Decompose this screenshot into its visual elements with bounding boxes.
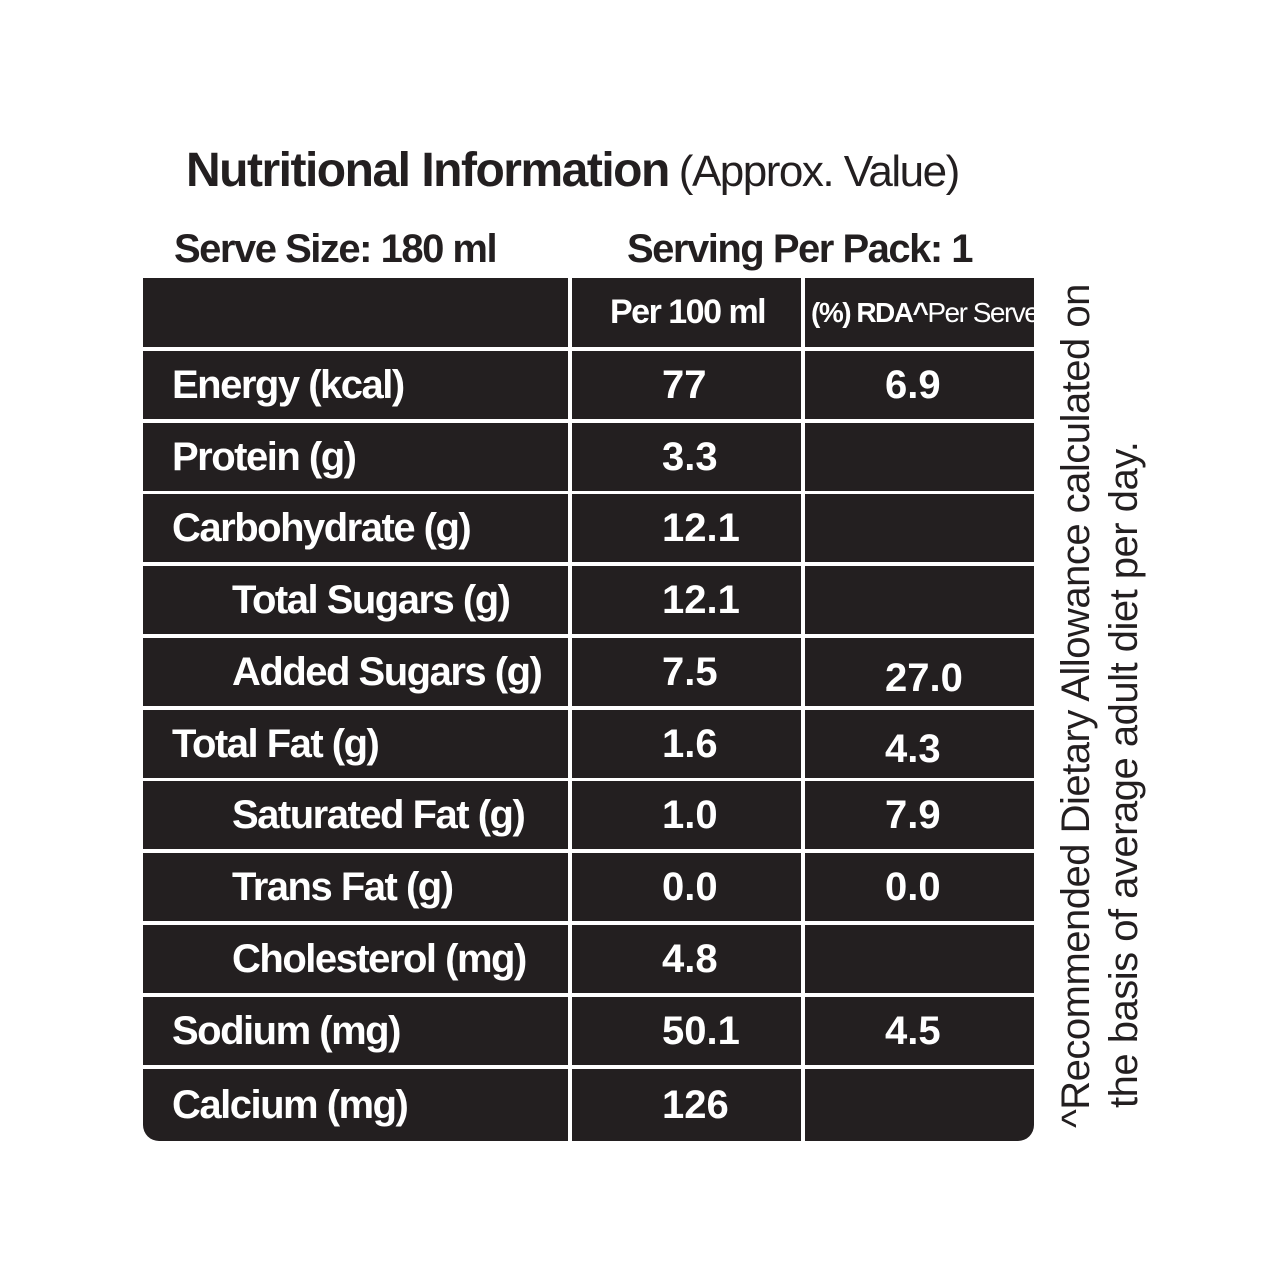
nutrient-label: Energy (kcal)	[172, 362, 405, 407]
nutrient-label: Carbohydrate (g)	[172, 505, 472, 550]
per-100ml-cell: 12.1	[572, 566, 801, 634]
table-row: Saturated Fat (g) 1.0 7.9	[143, 781, 1034, 849]
table-row: Protein (g) 3.3	[143, 423, 1034, 491]
table-header-row: Per 100 ml (%) RDA^Per Serve	[143, 278, 1034, 347]
rda-value: 0.0	[885, 864, 941, 909]
title-main: Nutritional Information	[186, 144, 670, 197]
rda-cell: 4.3	[805, 710, 1034, 778]
footnote-line-2: the basis of average adult diet per day.	[1102, 441, 1146, 1108]
per-100ml-value: 126	[662, 1082, 729, 1127]
per-100ml-value: 3.3	[662, 434, 718, 479]
table-row: Added Sugars (g) 7.5 27.0	[143, 638, 1034, 706]
table-row: Energy (kcal) 77 6.9	[143, 351, 1034, 419]
header-rda-suffix: Per Serve	[927, 296, 1034, 328]
nutrient-cell: Calcium (mg)	[143, 1069, 568, 1141]
header-per-100ml: Per 100 ml	[610, 293, 767, 331]
per-100ml-value: 50.1	[662, 1008, 740, 1053]
per-100ml-value: 77	[662, 362, 707, 407]
header-cell-rda: (%) RDA^Per Serve	[805, 278, 1034, 347]
per-100ml-value: 1.6	[662, 721, 718, 766]
nutrient-label: Protein (g)	[172, 434, 357, 479]
nutrient-cell: Sodium (mg)	[143, 997, 568, 1065]
rda-cell	[805, 566, 1034, 634]
nutrient-cell: Carbohydrate (g)	[143, 494, 568, 562]
rda-footnote: ^Recommended Dietary Allowance calculate…	[1052, 128, 1148, 1128]
nutrient-cell: Total Fat (g)	[143, 710, 568, 778]
per-100ml-value: 4.8	[662, 936, 718, 981]
per-100ml-cell: 77	[572, 351, 801, 419]
per-100ml-cell: 4.8	[572, 925, 801, 993]
nutrient-cell: Total Sugars (g)	[143, 566, 568, 634]
rda-cell: 6.9	[805, 351, 1034, 419]
rda-value: 27.0	[885, 655, 963, 700]
per-100ml-value: 0.0	[662, 864, 718, 909]
nutrient-label: Added Sugars (g)	[232, 649, 543, 694]
rda-cell	[805, 423, 1034, 491]
rda-cell: 7.9	[805, 781, 1034, 849]
rda-cell	[805, 494, 1034, 562]
nutrition-table: Per 100 ml (%) RDA^Per Serve Energy (kca…	[143, 278, 1034, 1141]
header-cell-nutrient	[143, 278, 568, 347]
footnote-line-1: ^Recommended Dietary Allowance calculate…	[1054, 284, 1098, 1128]
rda-cell: 4.5	[805, 997, 1034, 1065]
per-100ml-cell: 0.0	[572, 853, 801, 921]
nutrient-label: Trans Fat (g)	[232, 864, 454, 909]
rda-cell	[805, 925, 1034, 993]
header-cell-per-100ml: Per 100 ml	[572, 278, 801, 347]
table-row: Sodium (mg) 50.1 4.5	[143, 997, 1034, 1065]
per-100ml-value: 7.5	[662, 649, 718, 694]
nutrient-cell: Added Sugars (g)	[143, 638, 568, 706]
nutrient-cell: Protein (g)	[143, 423, 568, 491]
per-100ml-value: 12.1	[662, 577, 740, 622]
per-100ml-cell: 1.0	[572, 781, 801, 849]
nutrient-cell: Cholesterol (mg)	[143, 925, 568, 993]
rda-value: 4.5	[885, 1008, 941, 1053]
nutrient-cell: Trans Fat (g)	[143, 853, 568, 921]
per-100ml-cell: 50.1	[572, 997, 801, 1065]
table-row: Cholesterol (mg) 4.8	[143, 925, 1034, 993]
per-100ml-cell: 126	[572, 1069, 801, 1141]
nutrient-label: Calcium (mg)	[172, 1082, 409, 1127]
table-row: Trans Fat (g) 0.0 0.0	[143, 853, 1034, 921]
nutrient-label: Saturated Fat (g)	[232, 792, 526, 837]
per-100ml-cell: 1.6	[572, 710, 801, 778]
nutrient-label: Total Sugars (g)	[232, 577, 511, 622]
serve-size: Serve Size: 180 ml	[174, 227, 498, 271]
per-100ml-cell: 3.3	[572, 423, 801, 491]
nutrient-label: Total Fat (g)	[172, 721, 380, 766]
nutrient-cell: Saturated Fat (g)	[143, 781, 568, 849]
table-row: Calcium (mg) 126	[143, 1069, 1034, 1141]
page-title: Nutritional Information (Approx. Value)	[186, 141, 960, 201]
nutrient-label: Cholesterol (mg)	[232, 936, 527, 981]
table-row: Total Fat (g) 1.6 4.3	[143, 710, 1034, 778]
rda-value: 6.9	[885, 362, 941, 407]
per-100ml-value: 12.1	[662, 505, 740, 550]
table-row: Carbohydrate (g) 12.1	[143, 494, 1034, 562]
per-100ml-value: 1.0	[662, 792, 718, 837]
rda-value: 4.3	[885, 726, 941, 771]
per-100ml-cell: 7.5	[572, 638, 801, 706]
nutrient-cell: Energy (kcal)	[143, 351, 568, 419]
rda-cell	[805, 1069, 1034, 1141]
table-row: Total Sugars (g) 12.1	[143, 566, 1034, 634]
header-rda: (%) RDA^Per Serve	[805, 297, 1034, 329]
rda-cell: 0.0	[805, 853, 1034, 921]
rda-value: 7.9	[885, 792, 941, 837]
nutrient-label: Sodium (mg)	[172, 1008, 401, 1053]
title-subtitle: (Approx. Value)	[678, 147, 960, 196]
per-100ml-cell: 12.1	[572, 494, 801, 562]
header-rda-prefix: (%) RDA^	[811, 296, 929, 328]
rda-cell: 27.0	[805, 638, 1034, 706]
serving-per-pack: Serving Per Pack: 1	[627, 227, 974, 271]
